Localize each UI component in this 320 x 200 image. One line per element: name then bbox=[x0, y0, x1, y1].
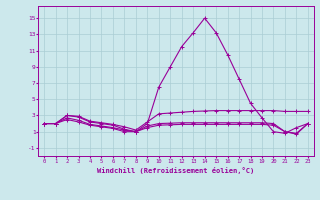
X-axis label: Windchill (Refroidissement éolien,°C): Windchill (Refroidissement éolien,°C) bbox=[97, 167, 255, 174]
